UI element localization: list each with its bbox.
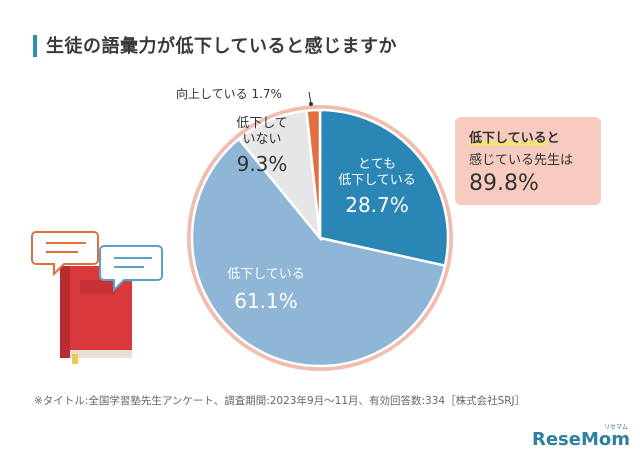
leader-dot [309,102,313,106]
source-note: ※タイトル:全国学習塾先生アンケート、調査期間:2023年9月〜11月、有効回答… [34,395,526,407]
callout-highlight: 低下している [469,131,547,146]
pie-slice-improved [305,108,322,239]
title-accent-bar [33,35,37,57]
pie-slice-very-decreased [318,108,450,268]
resemom-logo: ReseMom リセマム [531,424,630,450]
summary-callout: 低下していると 感じている先生は 89.8% [455,117,601,205]
book-illustration [31,231,163,364]
slice-label-not-decreased-line1: 低下して [236,116,288,131]
callout-line1-rest: と [546,131,560,146]
slice-label-decreased-line1: 低下している [227,267,305,282]
slice-label-improved: 向上している 1.7% [176,86,282,101]
page-title: 生徒の語彙力が低下していると感じますか [46,36,397,57]
slice-value-very-decreased: 28.7% [345,193,409,217]
slice-label-not-decreased-line2: いない [242,132,281,147]
slice-value-not-decreased: 9.3% [237,152,288,176]
callout-line2: 感じている先生は [469,153,574,168]
slice-value-decreased: 61.1% [234,289,298,313]
callout-line1: 低下していると [469,127,560,146]
slice-label-very-decreased-line1: とても [358,157,396,172]
pie-border [187,105,453,371]
logo-text: ReseMom [531,429,630,450]
slice-label-very-decreased-line2: 低下している [338,173,416,188]
pie-slice-decreased [190,137,447,368]
logo-subtext: リセマム [603,424,628,431]
callout-value: 89.8% [469,171,539,196]
leader-line [308,91,312,105]
